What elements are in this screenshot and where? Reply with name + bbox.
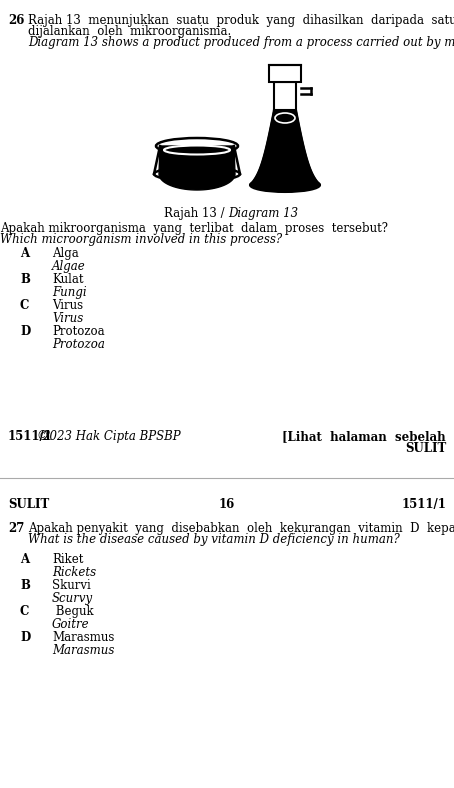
Text: Rickets: Rickets (52, 566, 96, 579)
Text: 2023 Hak Cipta BPSBP: 2023 Hak Cipta BPSBP (42, 430, 181, 443)
Text: What is the disease caused by vitamin D deficiency in human?: What is the disease caused by vitamin D … (28, 533, 400, 546)
Text: Which microorganism involved in this process?: Which microorganism involved in this pro… (0, 233, 282, 246)
Text: Kulat: Kulat (52, 273, 84, 286)
Text: 1511/1: 1511/1 (401, 498, 446, 511)
Text: Algae: Algae (52, 260, 86, 273)
Text: A: A (20, 553, 29, 566)
Text: C: C (20, 299, 30, 312)
Text: A: A (20, 247, 29, 260)
Text: Protozoa: Protozoa (52, 325, 104, 338)
Text: 27: 27 (8, 522, 25, 535)
Text: D: D (20, 631, 30, 644)
Text: Scurvy: Scurvy (52, 592, 93, 605)
Text: [Lihat  halaman  sebelah: [Lihat halaman sebelah (282, 430, 446, 443)
Text: 26: 26 (8, 14, 25, 27)
Text: Goitre: Goitre (52, 618, 89, 631)
Text: Diagram 13: Diagram 13 (228, 207, 298, 220)
Bar (269, 65, 301, 82)
Text: dijalankan  oleh  mikroorganisma.: dijalankan oleh mikroorganisma. (28, 25, 231, 38)
Text: Skurvi: Skurvi (52, 579, 91, 592)
Text: Apakah mikroorganisma  yang  terlibat  dalam  proses  tersebut?: Apakah mikroorganisma yang terlibat dala… (0, 222, 388, 235)
Text: Beguk: Beguk (52, 605, 94, 618)
Text: SULIT: SULIT (8, 498, 49, 511)
Text: Rajah 13  menunjukkan  suatu  produk  yang  dihasilkan  daripada  satu  proses  : Rajah 13 menunjukkan suatu produk yang d… (28, 14, 454, 27)
Text: Alga: Alga (52, 247, 79, 260)
Text: B: B (20, 273, 30, 286)
Text: Rajah 13 /: Rajah 13 / (163, 207, 228, 220)
Bar (274, 82, 296, 110)
Text: 16: 16 (219, 498, 235, 511)
Polygon shape (159, 146, 235, 190)
Text: Virus: Virus (52, 299, 83, 312)
Polygon shape (250, 110, 320, 185)
Text: Diagram 13 shows a product produced from a process carried out by microorganisms: Diagram 13 shows a product produced from… (28, 36, 454, 49)
Text: C: C (20, 605, 30, 618)
Text: Fungi: Fungi (52, 286, 87, 299)
Text: Marasmus: Marasmus (52, 644, 114, 657)
Ellipse shape (250, 178, 320, 192)
Text: Virus: Virus (52, 312, 83, 325)
Text: 1511/1: 1511/1 (8, 430, 53, 443)
Text: Riket: Riket (52, 553, 84, 566)
Text: Protozoa: Protozoa (52, 338, 105, 351)
Text: SULIT: SULIT (405, 442, 446, 455)
Text: B: B (20, 579, 30, 592)
Text: D: D (20, 325, 30, 338)
Text: ©: © (36, 430, 48, 443)
Text: Marasmus: Marasmus (52, 631, 114, 644)
Text: Apakah penyakit  yang  disebabkan  oleh  kekurangan  vitamin  D  kepada  manusia: Apakah penyakit yang disebabkan oleh kek… (28, 522, 454, 535)
